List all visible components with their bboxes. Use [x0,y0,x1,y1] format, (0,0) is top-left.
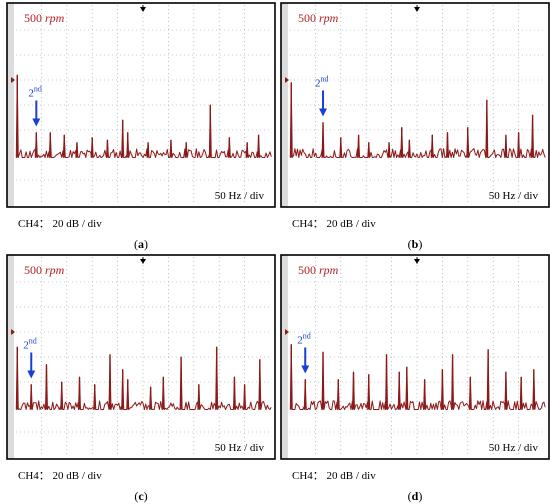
screen-bezel [281,255,288,459]
channel-marker [11,77,15,83]
annotation-arrow-head [32,118,41,127]
vertical-scale-label: CH4： 20 dB / div [18,470,102,482]
spectrum-trace [15,346,272,410]
rpm-label: 500 rpm [24,11,65,25]
annotation-superscript: nd [321,75,329,84]
screen-frame [6,254,276,460]
rpm-value: 500 [298,263,319,277]
rpm-value: 500 [24,263,45,277]
panel-b: 2nd 500 rpm 50 Hz / div CH4： 20 dB / div (… [280,2,550,252]
scope-screen: 2nd 500 rpm 50 Hz / div [6,2,276,208]
caption-letter: c [138,489,144,503]
trigger-marker [140,7,146,12]
annotation-arrow-head [27,370,36,379]
annotation-superscript: nd [29,337,37,346]
screen-bezel [7,3,14,207]
vertical-scale-label: CH4： 20 dB / div [18,218,102,230]
grid [290,257,544,457]
spectrum-trace [289,82,546,158]
channel-marker [285,77,289,83]
rpm-unit: rpm [319,11,339,25]
frequency-scale-label: 50 Hz / div [489,190,539,202]
panel-caption: (c) [134,489,148,503]
panel-caption: (a) [134,237,148,251]
frequency-scale-label: 50 Hz / div [489,442,539,454]
caption-letter: b [411,237,419,251]
panel-d: 2nd 500 rpm 50 Hz / div CH4： 20 dB / div (… [280,254,550,504]
rpm-label: 500 rpm [298,263,339,277]
caption-letter: d [411,489,419,503]
panel-caption: (d) [407,489,423,503]
screen-bezel [281,3,288,207]
panel-a: 2nd 500 rpm 50 Hz / div CH4： 20 dB / div (… [6,2,276,252]
rpm-value: 500 [24,11,45,25]
harmonic-peaks [290,82,534,158]
frequency-scale-label: 50 Hz / div [215,190,265,202]
vertical-scale-label: CH4： 20 dB / div [292,218,376,230]
panel-caption: (b) [407,237,423,251]
frequency-scale-label: 50 Hz / div [215,442,265,454]
grid [290,5,544,205]
rpm-value: 500 [298,11,319,25]
trigger-marker [140,259,146,264]
annotation-superscript: nd [34,85,42,94]
annotation-arrow-head [319,108,328,117]
screen-frame [6,2,276,208]
rpm-label: 500 rpm [298,11,339,25]
grid [16,257,270,457]
annotation-arrow-head [301,365,310,374]
rpm-unit: rpm [45,263,65,277]
grid [16,5,270,205]
scope-screen: 2nd 500 rpm 50 Hz / div [280,2,550,208]
panel-c: 2nd 500 rpm 50 Hz / div CH4： 20 dB / div (… [6,254,276,504]
screen-frame [280,254,550,460]
screen-bezel [7,255,14,459]
rpm-unit: rpm [319,263,339,277]
trigger-marker [414,7,420,12]
rpm-unit: rpm [45,11,65,25]
channel-marker [11,329,15,335]
scope-screen: 2nd 500 rpm 50 Hz / div [6,254,276,460]
harmonic-peaks [290,344,535,410]
vertical-scale-label: CH4： 20 dB / div [292,470,376,482]
annotation-superscript: nd [303,332,311,341]
harmonic-peaks [16,347,261,410]
screen-frame [280,2,550,208]
spectrum-trace [289,344,546,410]
caption-letter: a [138,237,144,251]
rpm-label: 500 rpm [24,263,65,277]
trigger-marker [414,259,420,264]
channel-marker [285,329,289,335]
spectrum-trace [15,74,272,158]
harmonic-peaks [16,75,260,158]
scope-screen: 2nd 500 rpm 50 Hz / div [280,254,550,460]
